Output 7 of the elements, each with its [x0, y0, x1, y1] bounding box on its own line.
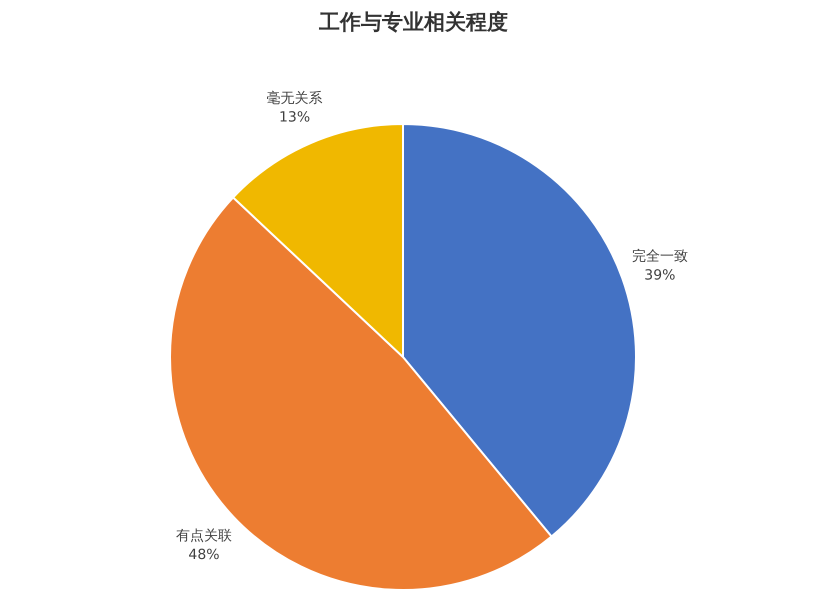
data-label: 48%	[188, 546, 220, 563]
data-label: 39%	[644, 268, 676, 284]
data-label: 13%	[279, 109, 310, 126]
slice-label: 有点关联	[176, 528, 232, 544]
slice-label: 毫无关系	[266, 90, 323, 106]
chart-title: 工作与专业相关程度	[318, 8, 509, 36]
slice-label: 完全一致	[632, 248, 688, 265]
